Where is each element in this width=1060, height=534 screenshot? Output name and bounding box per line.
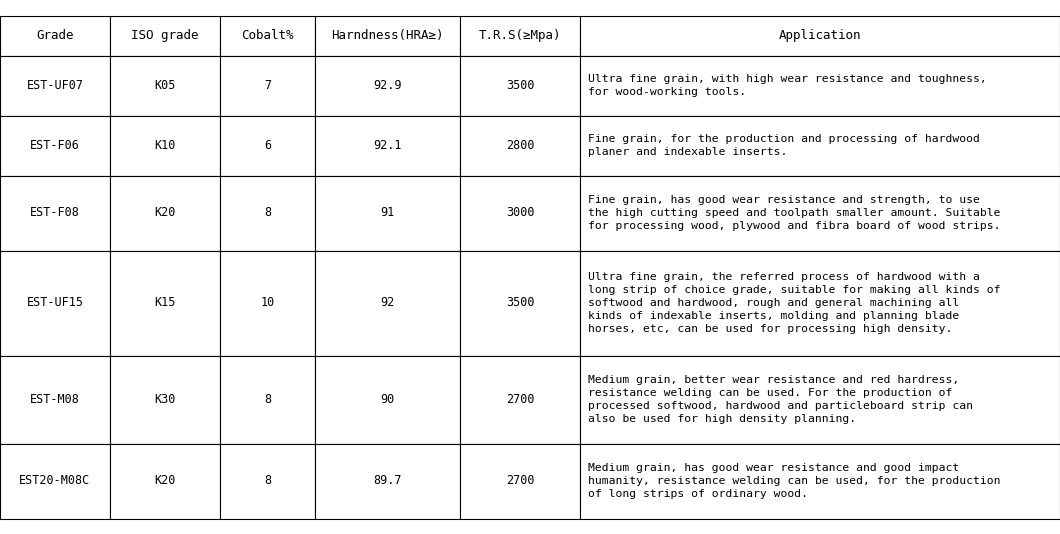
Text: 92: 92 [381,296,394,310]
Bar [110,444,220,519]
Bar [460,250,580,356]
Text: 3500: 3500 [506,296,534,310]
Text: K15: K15 [155,296,176,310]
Bar [110,356,220,444]
Text: Harndness(HRA≥): Harndness(HRA≥) [331,29,444,42]
Bar [110,176,220,250]
Bar [220,250,315,356]
Text: K20: K20 [155,207,176,219]
Text: K05: K05 [155,79,176,92]
Bar [580,356,1060,444]
Text: T.R.S(≥Mpa): T.R.S(≥Mpa) [479,29,561,42]
Bar [580,115,1060,176]
Bar [0,56,110,115]
Bar [580,176,1060,250]
Text: 90: 90 [381,393,394,406]
Bar [580,15,1060,56]
Bar [315,56,460,115]
Text: EST20-M08C: EST20-M08C [19,475,90,488]
Text: Medium grain, has good wear resistance and good impact
humanity, resistance weld: Medium grain, has good wear resistance a… [588,463,1001,499]
Text: Ultra fine grain, the referred process of hardwood with a
long strip of choice g: Ultra fine grain, the referred process o… [588,272,1001,334]
Text: 3000: 3000 [506,207,534,219]
Text: 2800: 2800 [506,139,534,152]
Bar [220,56,315,115]
Bar [460,115,580,176]
Text: 89.7: 89.7 [373,475,402,488]
Bar [580,56,1060,115]
Bar [220,15,315,56]
Bar [220,115,315,176]
Text: 2700: 2700 [506,393,534,406]
Text: 10: 10 [261,296,275,310]
Bar [220,356,315,444]
Text: Medium grain, better wear resistance and red hardress,
resistance welding can be: Medium grain, better wear resistance and… [588,375,973,423]
Text: 7: 7 [264,79,271,92]
Bar [460,356,580,444]
Bar [315,15,460,56]
Text: Fine grain, for the production and processing of hardwood
planer and indexable i: Fine grain, for the production and proce… [588,134,979,157]
Text: 91: 91 [381,207,394,219]
Text: ISO grade: ISO grade [131,29,199,42]
Text: Grade: Grade [36,29,74,42]
Bar [315,356,460,444]
Text: Ultra fine grain, with high wear resistance and toughness,
for wood-working tool: Ultra fine grain, with high wear resista… [588,74,987,97]
Text: 3500: 3500 [506,79,534,92]
Bar [460,56,580,115]
Text: 2700: 2700 [506,475,534,488]
Bar [460,444,580,519]
Text: 92.9: 92.9 [373,79,402,92]
Bar [580,250,1060,356]
Bar [0,356,110,444]
Bar [0,176,110,250]
Text: 8: 8 [264,207,271,219]
Text: 8: 8 [264,393,271,406]
Bar [220,444,315,519]
Bar [110,56,220,115]
Bar [0,250,110,356]
Text: EST-F08: EST-F08 [30,207,80,219]
Bar [0,15,110,56]
Text: K20: K20 [155,475,176,488]
Text: EST-M08: EST-M08 [30,393,80,406]
Bar [220,176,315,250]
Text: K30: K30 [155,393,176,406]
Bar [460,176,580,250]
Text: EST-F06: EST-F06 [30,139,80,152]
Bar [110,15,220,56]
Text: Cobalt%: Cobalt% [242,29,294,42]
Bar [110,250,220,356]
Bar [315,176,460,250]
Bar [460,15,580,56]
Text: K10: K10 [155,139,176,152]
Bar [315,444,460,519]
Text: 6: 6 [264,139,271,152]
Bar [315,250,460,356]
Bar [0,444,110,519]
Text: Fine grain, has good wear resistance and strength, to use
the high cutting speed: Fine grain, has good wear resistance and… [588,195,1001,231]
Text: Application: Application [779,29,861,42]
Bar [315,115,460,176]
Text: EST-UF07: EST-UF07 [26,79,84,92]
Bar [0,115,110,176]
Text: 8: 8 [264,475,271,488]
Text: 92.1: 92.1 [373,139,402,152]
Bar [110,115,220,176]
Text: EST-UF15: EST-UF15 [26,296,84,310]
Bar [580,444,1060,519]
